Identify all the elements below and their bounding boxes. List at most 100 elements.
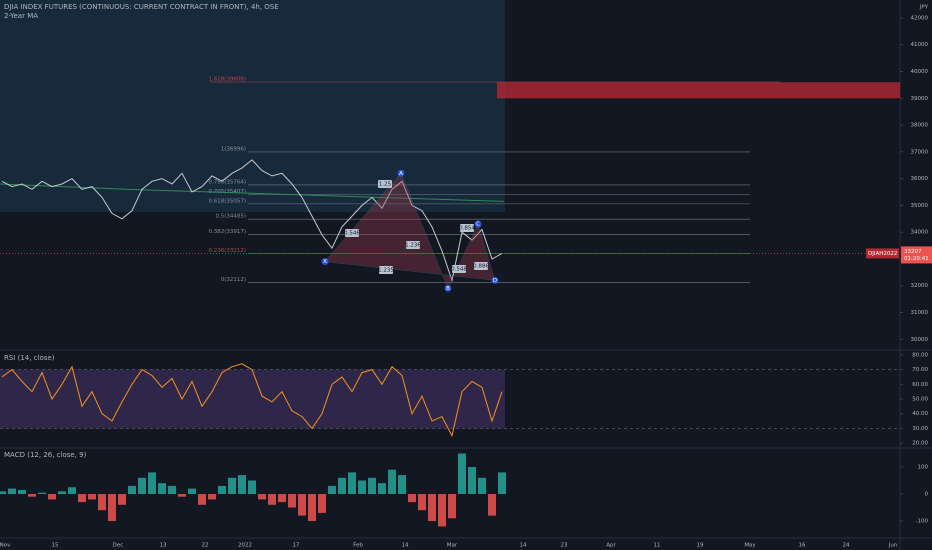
y-tick-label: 35000 (911, 203, 929, 209)
rsi-band (0, 369, 505, 429)
moving-average (0, 183, 505, 202)
fib-label: 0.382(33917) (208, 229, 246, 235)
y-tick-label: 31000 (911, 310, 929, 316)
y-tick-label: 39000 (911, 96, 929, 102)
symbol-label: DJIAH2022 (868, 251, 897, 257)
time-label: 19 (697, 543, 704, 549)
time-label: May (744, 543, 756, 549)
macd-bar (378, 483, 386, 494)
shaded-region (0, 0, 505, 212)
time-label: Feb (353, 543, 363, 549)
ratio-label: 0.548 (451, 267, 467, 273)
fib-label: 0.618(35057) (208, 198, 246, 204)
fib-label: 0.5(34485) (215, 214, 246, 220)
macd-bar (108, 494, 116, 521)
macd-bar (488, 494, 496, 516)
macd-bar (138, 477, 146, 494)
rsi-line (1, 363, 503, 438)
macd-bar (348, 472, 356, 494)
fib-label: 0.236(33212) (208, 248, 246, 254)
pattern-point (397, 169, 405, 177)
time-label: Mar (447, 543, 458, 549)
countdown: 01:20:41 (904, 256, 929, 262)
symbol-tag (866, 248, 899, 259)
time-label: 23 (561, 543, 568, 549)
time-label: 24 (843, 543, 850, 549)
macd-bar (388, 469, 396, 494)
macd-bar (38, 492, 46, 494)
ratio-box (406, 241, 420, 249)
macd-bar (408, 494, 416, 503)
time-label: 22 (202, 543, 209, 549)
time-label: 13 (160, 543, 167, 549)
macd-bar (208, 494, 216, 500)
y-tick-label: 37000 (911, 149, 929, 155)
macd-bar (238, 475, 246, 494)
pattern-point-label: C (476, 222, 480, 228)
macd-bar (448, 494, 456, 519)
pattern-point-label: A (399, 171, 403, 177)
price-line (1, 159, 503, 283)
macd-bar (58, 491, 66, 494)
rsi-title: RSI (14, close) (4, 354, 55, 362)
chart-title: DJIA INDEX FUTURES (CONTINUOUS: CURRENT … (4, 3, 279, 11)
macd-bar (308, 494, 316, 521)
time-label: Nov (0, 543, 11, 549)
macd-bar (288, 494, 296, 508)
macd-bar (458, 453, 466, 494)
macd-bar (178, 494, 186, 497)
fib-label: 0.705(35407) (208, 189, 246, 195)
time-label: 14 (402, 543, 409, 549)
macd-bar (468, 467, 476, 494)
macd-bar (418, 494, 426, 511)
y-tick-label: -100 (916, 518, 929, 524)
time-label: 16 (799, 543, 806, 549)
y-tick-label: 34000 (911, 230, 929, 236)
macd-bar (18, 489, 26, 494)
macd-bar (148, 472, 156, 494)
macd-bar (248, 480, 256, 494)
macd-bar (168, 485, 176, 494)
ratio-label: 0.886 (473, 264, 489, 270)
y-tick-label: 70.00 (912, 367, 928, 373)
macd-bar (128, 485, 136, 494)
macd-bar (78, 494, 86, 503)
y-tick-label: 38000 (911, 123, 929, 129)
macd-bar (328, 485, 336, 494)
fib-label: 1.618(39608) (208, 76, 246, 82)
macd-bar (88, 494, 96, 500)
macd-bar (358, 480, 366, 494)
target-zone (497, 82, 900, 99)
time-label: Dec (113, 543, 124, 549)
macd-bar (338, 477, 346, 494)
time-label: 2022 (238, 543, 252, 549)
ratio-box (452, 265, 466, 273)
y-tick-label: 60.00 (912, 382, 928, 388)
macd-bar (268, 494, 276, 505)
macd-bar (298, 494, 306, 516)
pattern-point (444, 284, 452, 292)
macd-bar (278, 494, 286, 503)
macd-bar (218, 485, 226, 494)
price-tag (901, 246, 932, 264)
macd-bar (258, 494, 266, 500)
ratio-box (345, 229, 359, 237)
pattern-point-label: D (493, 278, 497, 284)
y-tick-label: 30000 (911, 337, 929, 343)
y-tick-label: 50.00 (912, 397, 928, 403)
macd-bar (8, 488, 16, 494)
macd-bar (398, 475, 406, 494)
y-tick-label: 40000 (911, 69, 929, 75)
macd-bar (118, 494, 126, 505)
fib-label: 0.786(35764) (208, 179, 246, 185)
macd-bar (228, 477, 236, 494)
ratio-box (474, 262, 488, 270)
macd-bar (498, 472, 506, 494)
y-tick-label: 0 (925, 492, 929, 498)
last-price: 33207 (904, 249, 922, 255)
y-tick-label: 42000 (911, 15, 929, 21)
ratio-box (379, 266, 393, 274)
pattern-point (474, 220, 482, 228)
y-tick-label: 20.00 (912, 441, 928, 447)
